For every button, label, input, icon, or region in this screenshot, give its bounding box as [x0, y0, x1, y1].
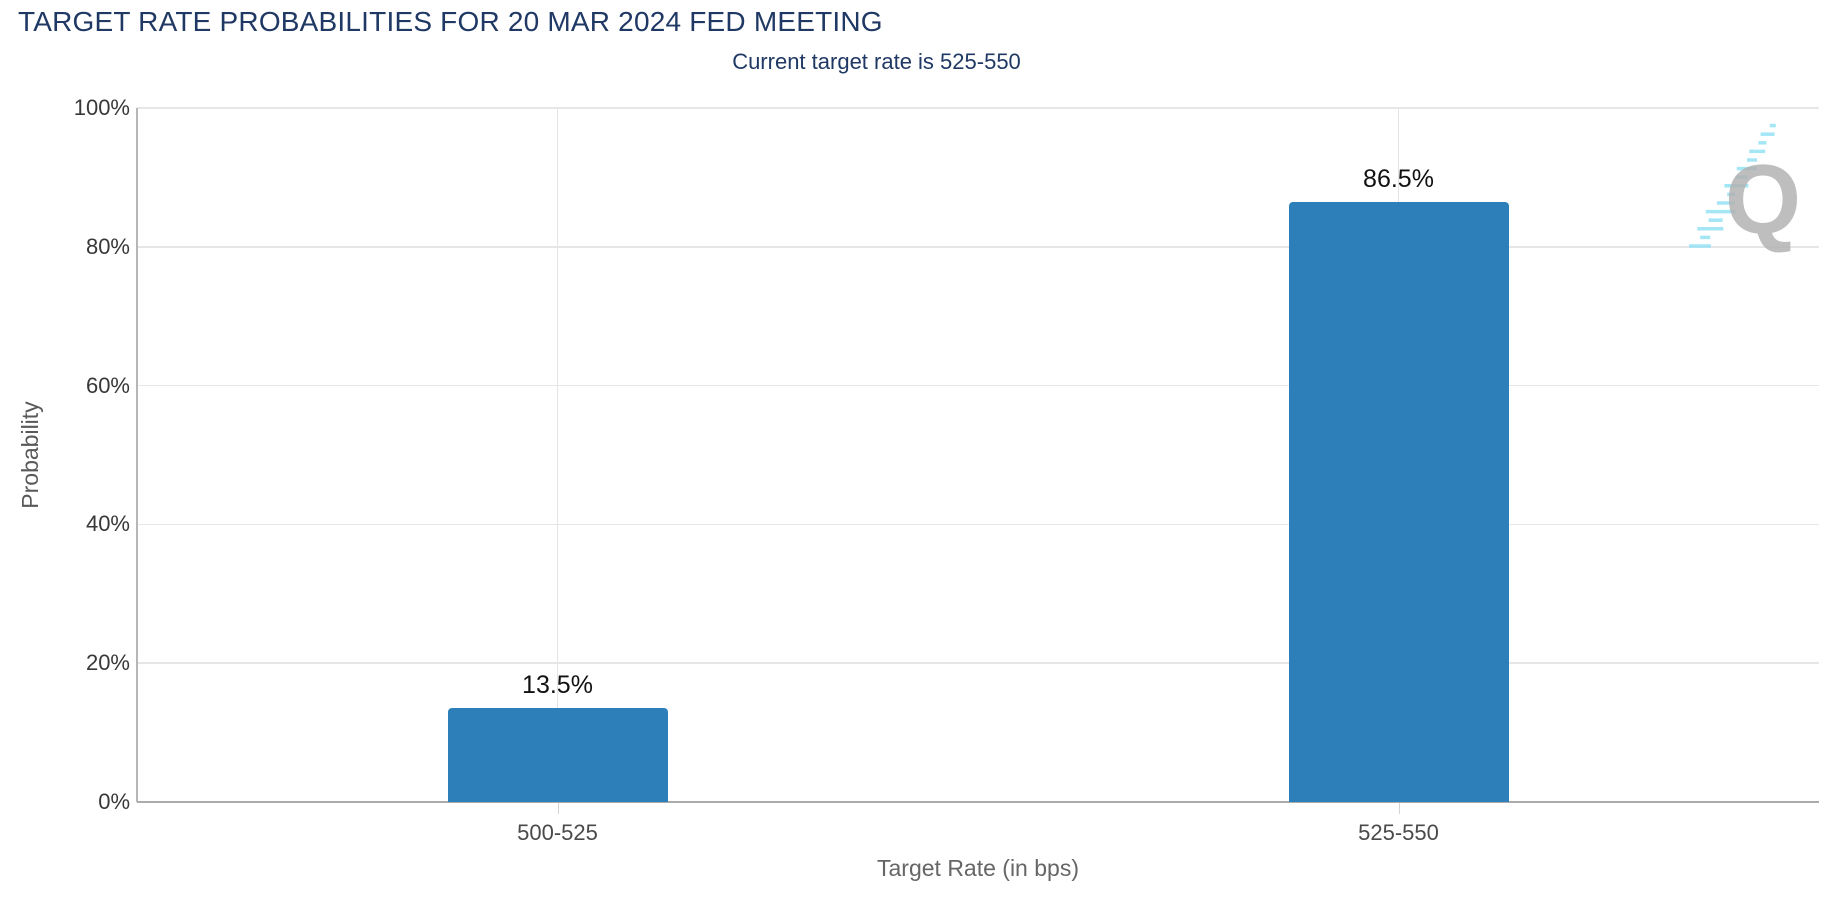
gridline-horizontal: [137, 246, 1819, 248]
x-axis-tick: [1398, 803, 1400, 814]
y-tick-label: 100%: [73, 95, 130, 120]
y-tick-label: 20%: [85, 650, 130, 676]
gridline-horizontal: [137, 662, 1819, 664]
chart-subtitle: Current target rate is 525-550: [732, 49, 1021, 74]
x-tick-label: 525-550: [1358, 820, 1439, 845]
y-tick-label: 60%: [85, 372, 130, 398]
y-tick-label: 0%: [98, 789, 130, 814]
gridline-horizontal: [137, 107, 1819, 109]
x-axis-title: Target Rate (in bps): [877, 855, 1079, 881]
watermark-q-logo: Q: [1689, 123, 1801, 254]
bar-value-label: 13.5%: [522, 671, 593, 700]
chart-title: TARGET RATE PROBABILITIES FOR 20 MAR 202…: [18, 6, 883, 37]
bar-value-label: 86.5%: [1363, 164, 1434, 193]
x-axis-line: [137, 801, 1819, 803]
y-tick-label: 40%: [85, 511, 130, 537]
gridline-horizontal: [137, 523, 1819, 526]
watermark-dashes-icon: [1689, 123, 1776, 248]
y-axis-line: [136, 108, 138, 802]
y-tick-label: 80%: [85, 233, 130, 259]
gridline-vertical: [556, 108, 559, 802]
x-tick-label: 500-525: [517, 820, 598, 845]
bar-525-550[interactable]: [1288, 201, 1509, 802]
x-axis-tick: [557, 803, 559, 814]
bar-500-525[interactable]: [447, 708, 668, 802]
watermark-q-letter: Q: [1725, 144, 1801, 254]
gridline-horizontal: [137, 384, 1819, 387]
